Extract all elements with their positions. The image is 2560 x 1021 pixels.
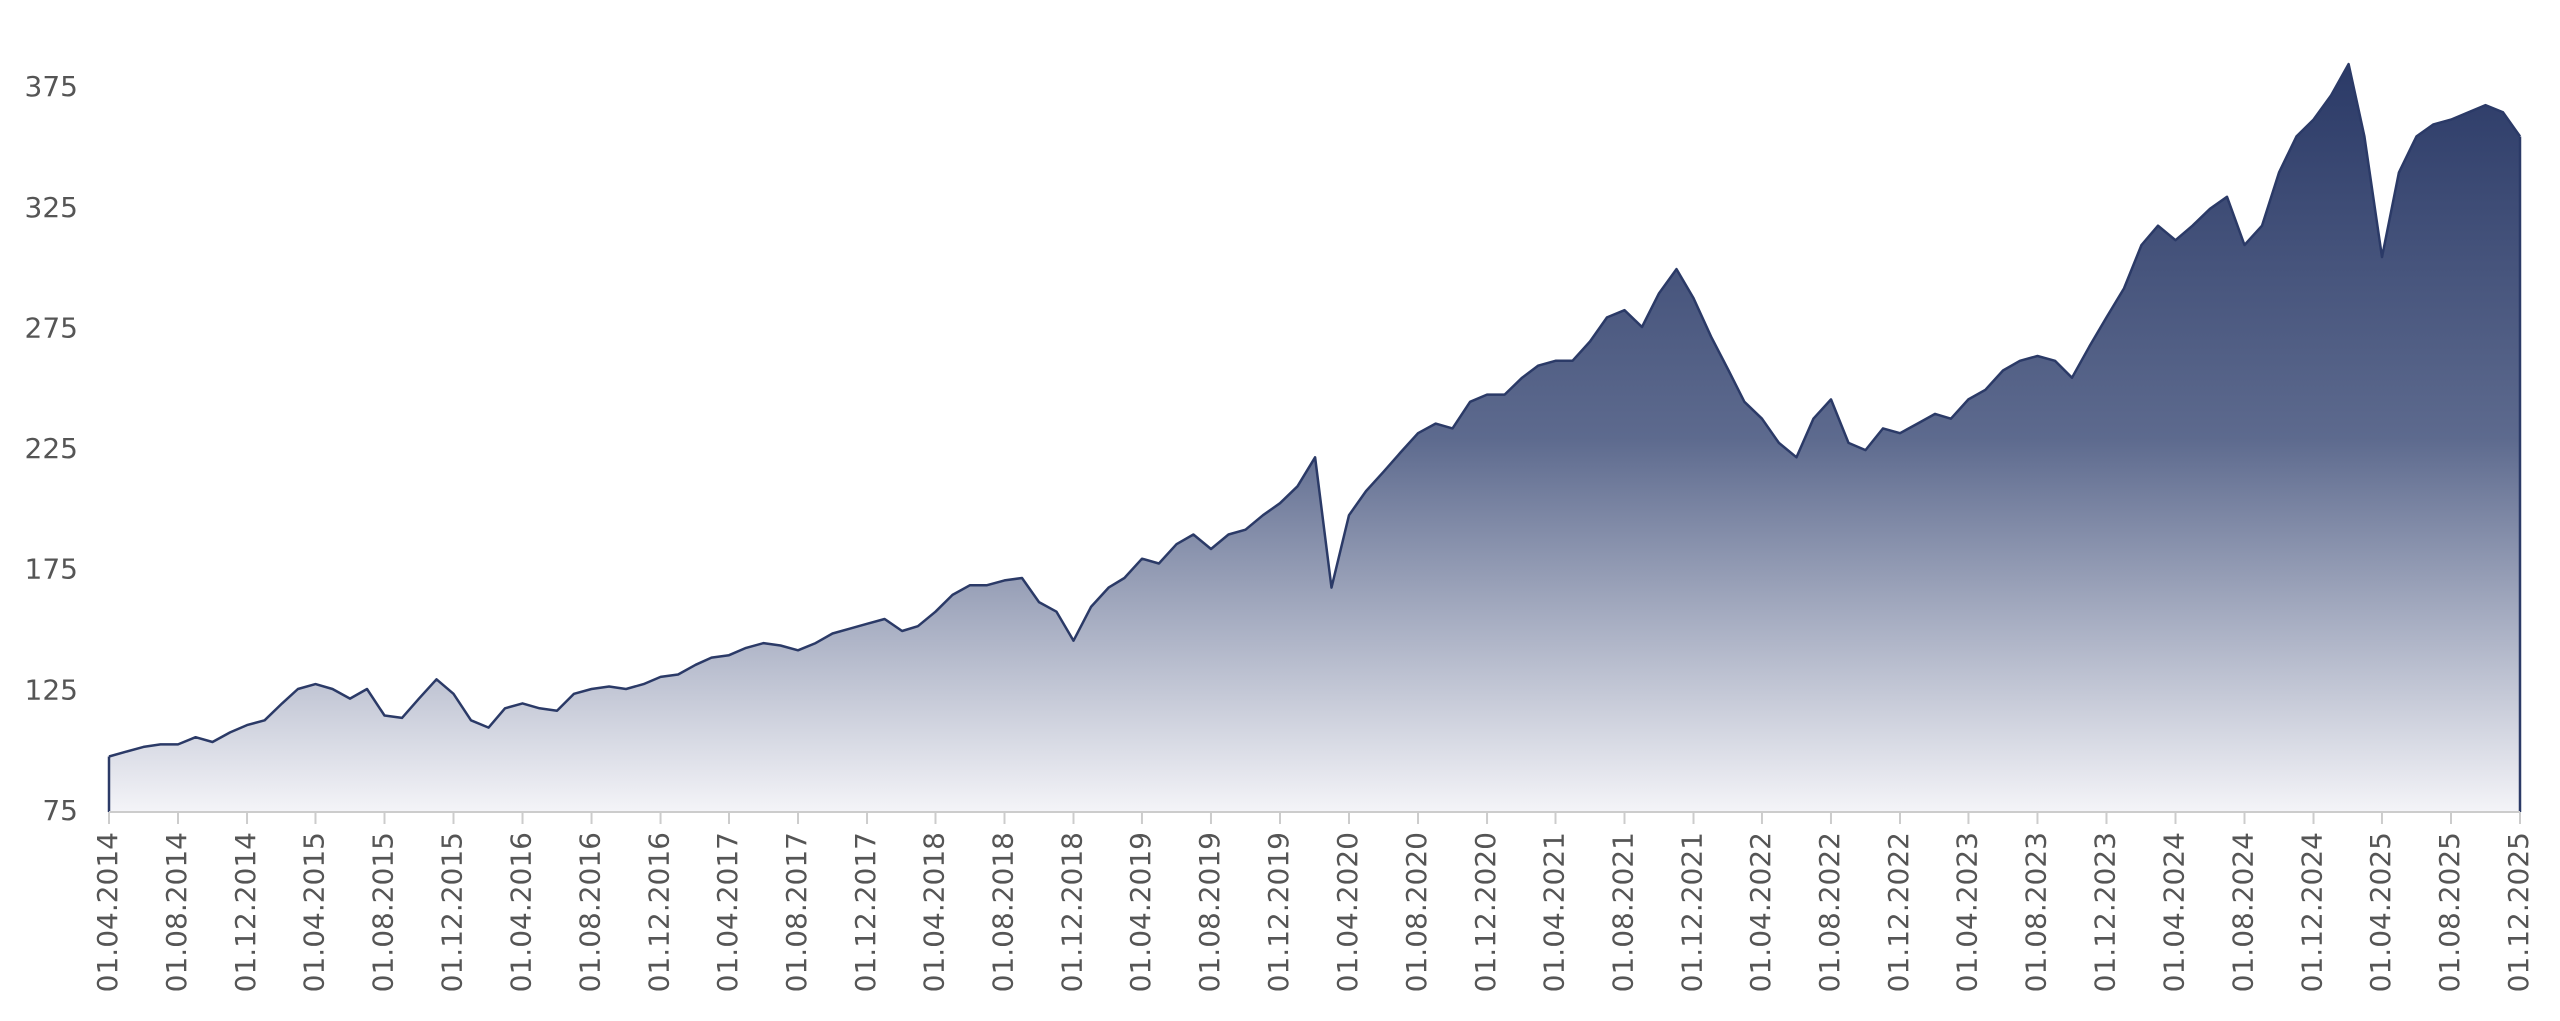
- y-tick-label: 75: [42, 794, 78, 827]
- x-tick-label: 01.12.2017: [849, 832, 882, 992]
- x-tick-label: 01.12.2022: [1882, 832, 1915, 992]
- x-tick-label: 01.04.2022: [1744, 832, 1777, 992]
- x-tick-label: 01.04.2019: [1124, 832, 1157, 992]
- x-tick-label: 01.12.2021: [1676, 832, 1709, 992]
- x-tick-label: 01.08.2023: [2019, 832, 2052, 992]
- x-tick-label: 01.04.2015: [297, 832, 330, 992]
- x-tick-label: 01.08.2016: [574, 832, 607, 992]
- x-tick-label: 01.08.2014: [160, 832, 193, 992]
- area-line: [108, 62, 2522, 758]
- x-tick-label: 01.04.2014: [91, 832, 124, 992]
- x-tick-label: 01.04.2023: [1950, 832, 1983, 992]
- x-tick-label: 01.08.2021: [1607, 832, 1640, 992]
- x-tick-label: 01.04.2021: [1537, 832, 1570, 992]
- x-tick-label: 01.12.2020: [1469, 832, 1502, 992]
- x-tick-label: 01.08.2022: [1813, 832, 1846, 992]
- x-tick-label: 01.04.2018: [917, 832, 950, 992]
- y-tick-label: 125: [25, 673, 78, 706]
- y-tick-label: 325: [25, 191, 78, 224]
- x-tick-label: 01.12.2024: [2296, 832, 2329, 992]
- x-tick-label: 01.12.2019: [1262, 832, 1295, 992]
- x-tick-label: 01.04.2017: [711, 832, 744, 992]
- x-tick-label: 01.12.2016: [643, 832, 676, 992]
- x-tick-label: 01.12.2014: [229, 832, 262, 992]
- x-tick-label: 01.12.2015: [436, 832, 469, 992]
- x-tick-label: 01.12.2023: [2088, 832, 2121, 992]
- x-tick-label: 01.08.2019: [1193, 832, 1226, 992]
- x-tick-label: 01.08.2020: [1400, 832, 1433, 992]
- x-tick-label: 01.04.2020: [1331, 832, 1364, 992]
- x-tick-label: 01.08.2018: [986, 832, 1019, 992]
- area-fill: [109, 64, 2520, 813]
- x-tick-label: 01.08.2017: [780, 832, 813, 992]
- x-tick-label: 01.04.2016: [505, 832, 538, 992]
- x-tick-label: 01.08.2024: [2227, 832, 2260, 992]
- y-tick-label: 275: [25, 311, 78, 344]
- x-tick-label: 01.12.2025: [2502, 832, 2535, 992]
- x-tick-label: 01.12.2018: [1056, 832, 1089, 992]
- x-tick-label: 01.04.2024: [2157, 832, 2190, 992]
- y-tick-label: 225: [25, 432, 78, 465]
- x-tick-label: 01.04.2025: [2364, 832, 2397, 992]
- x-tick-label: 01.08.2015: [366, 832, 399, 992]
- y-tick-label: 375: [25, 70, 78, 103]
- y-tick-label: 175: [25, 553, 78, 586]
- x-tick-label: 01.08.2025: [2433, 832, 2466, 992]
